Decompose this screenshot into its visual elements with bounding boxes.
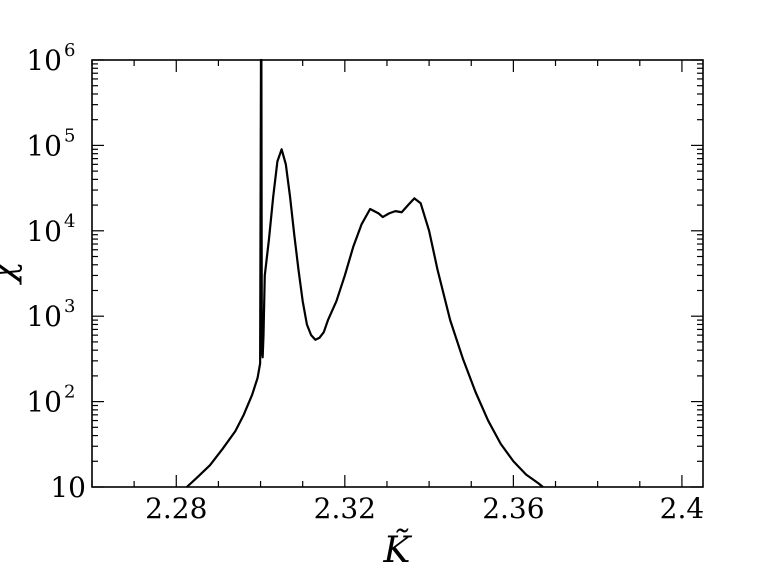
- y-tick-exponent: 2: [64, 382, 75, 403]
- y-tick-exponent: 6: [64, 40, 75, 61]
- y-tick-label: 10: [26, 300, 62, 333]
- x-tick-label: 2.4: [660, 492, 705, 525]
- y-tick-label: 10: [26, 215, 62, 248]
- y-tick-label: 10: [26, 129, 62, 162]
- plot-frame: [91, 59, 704, 488]
- y-tick-label: 10: [26, 44, 62, 77]
- x-tick-label: 2.28: [145, 492, 207, 525]
- y-tick-exponent: 5: [64, 125, 75, 146]
- y-tick-label: 10: [50, 471, 86, 504]
- x-axis-label: K̃: [383, 529, 413, 571]
- x-tick-label: 2.36: [482, 492, 544, 525]
- y-axis-label: χ: [0, 259, 23, 286]
- axis-ticks: [91, 59, 703, 488]
- y-tick-exponent: 3: [64, 296, 75, 317]
- x-tick-label: 2.32: [314, 492, 376, 525]
- y-tick-exponent: 4: [64, 211, 75, 232]
- y-tick-label: 10: [26, 386, 62, 419]
- series-line: [186, 58, 544, 488]
